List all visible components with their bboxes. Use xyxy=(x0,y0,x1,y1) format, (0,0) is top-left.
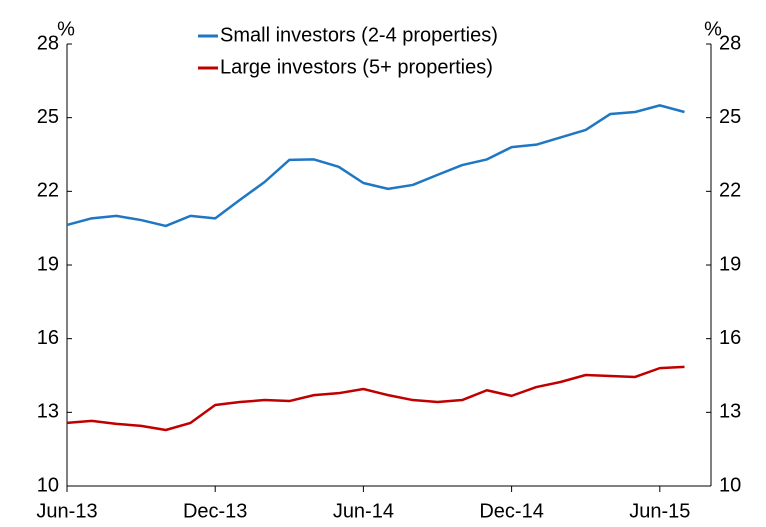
x-tick-label: Dec-14 xyxy=(479,500,543,522)
x-tick-label: Jun-15 xyxy=(629,500,690,522)
y2-tick-label: 22 xyxy=(719,180,741,202)
y-axis-label-right: % xyxy=(704,18,722,40)
series-line xyxy=(66,104,685,228)
series-line xyxy=(66,365,685,432)
y-tick-label: 28 xyxy=(37,32,59,54)
y-tick-label: 19 xyxy=(37,253,59,275)
x-tick-label: Jun-13 xyxy=(36,500,97,522)
y-tick-label: 16 xyxy=(37,327,59,349)
x-tick-label: Dec-13 xyxy=(183,500,247,522)
y-tick-label: 25 xyxy=(37,106,59,128)
y2-tick-label: 19 xyxy=(719,253,741,275)
y2-tick-label: 28 xyxy=(719,32,741,54)
y2-tick-label: 10 xyxy=(719,474,741,496)
legend-label: Large investors (5+ properties) xyxy=(220,56,493,78)
y2-tick-label: 25 xyxy=(719,106,741,128)
y2-tick-label: 16 xyxy=(719,327,741,349)
legend-label: Small investors (2-4 properties) xyxy=(220,24,498,46)
x-tick-label: Jun-14 xyxy=(333,500,394,522)
y2-tick-label: 13 xyxy=(719,401,741,423)
y-tick-label: 10 xyxy=(37,474,59,496)
y-tick-label: 13 xyxy=(37,401,59,423)
y-tick-label: 22 xyxy=(37,180,59,202)
y-axis-label-left: % xyxy=(57,18,75,40)
